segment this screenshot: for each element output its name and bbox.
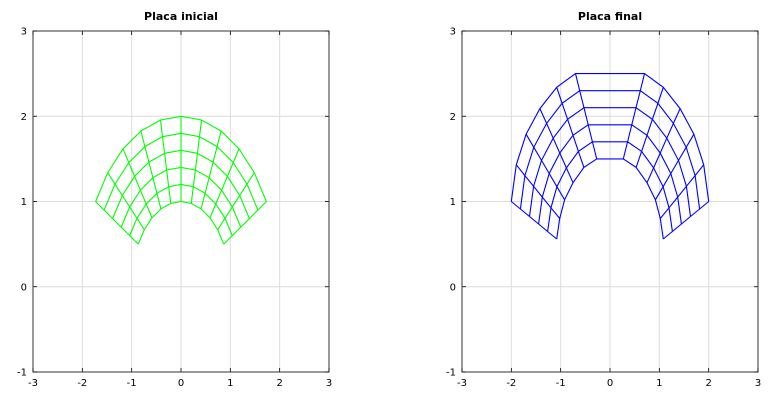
subplot-placa-inicial: Placa inicial -3 -2 -1 0 1 2 3 -1 0 1 2 3 [17, 10, 332, 389]
x-tick-label: -1 [127, 378, 137, 389]
y-tick-label: 1 [21, 197, 27, 208]
x-tick-label: 2 [705, 378, 711, 389]
mesh-radial-line [646, 108, 681, 183]
chart-title: Placa final [578, 10, 642, 23]
mesh-radial-line [662, 201, 710, 240]
mesh-plot [95, 115, 267, 245]
x-tick-label: 0 [178, 378, 184, 389]
mesh-radial-line [515, 164, 561, 219]
mesh-radial-line [223, 201, 267, 245]
x-tick-label: -2 [77, 378, 87, 389]
mesh-radial-line [510, 201, 558, 240]
chart-title: Placa inicial [144, 10, 218, 23]
grid [462, 31, 758, 372]
y-tick-label: -1 [446, 368, 456, 379]
mesh-arc-line [547, 141, 673, 232]
mesh-arc-line [528, 107, 692, 217]
mesh-radial-line [525, 133, 566, 201]
mesh-arc-line [538, 124, 682, 225]
mesh-radial-line [95, 201, 139, 245]
x-tick-label: 1 [227, 378, 233, 389]
mesh-radial-line [107, 172, 145, 230]
x-tick-label: -3 [28, 378, 38, 389]
mesh-radial-line [539, 108, 574, 183]
mesh-radial-line [159, 119, 172, 204]
mesh-radial-line [556, 87, 585, 168]
mesh-arc-line [556, 158, 664, 240]
x-tick-label: -2 [506, 378, 516, 389]
y-tick-label: 0 [450, 282, 456, 293]
x-tick-label: -1 [556, 378, 566, 389]
mesh-radial-line [209, 148, 240, 219]
x-tick-label: 3 [326, 378, 332, 389]
mesh-plot [510, 73, 710, 240]
y-tick-label: 0 [21, 282, 27, 293]
y-tick-label: 2 [450, 112, 456, 123]
mesh-arc-line [510, 73, 710, 202]
mesh-radial-line [654, 133, 695, 201]
y-tick-label: 1 [450, 197, 456, 208]
mesh-arc-line [519, 90, 701, 210]
mesh-radial-line [622, 73, 646, 160]
x-tick-label: 3 [755, 378, 761, 389]
x-tick-label: -3 [457, 378, 467, 389]
mesh-radial-line [217, 172, 255, 230]
x-tick-label: 2 [276, 378, 282, 389]
grid [33, 31, 329, 372]
x-tick-label: 1 [656, 378, 662, 389]
tick-labels: -3 -2 -1 0 1 2 3 -1 0 1 2 3 [446, 27, 761, 390]
mesh-radial-line [200, 130, 222, 210]
y-tick-label: -1 [17, 368, 27, 379]
mesh-radial-line [122, 148, 153, 219]
y-tick-label: 3 [21, 27, 27, 38]
mesh-radial-line [574, 73, 598, 160]
mesh-radial-line [140, 130, 162, 210]
y-tick-label: 3 [450, 27, 456, 38]
x-tick-label: 0 [607, 378, 613, 389]
mesh-radial-line [659, 164, 705, 219]
y-tick-label: 2 [21, 112, 27, 123]
mesh-radial-line [190, 119, 203, 204]
tick-labels: -3 -2 -1 0 1 2 3 -1 0 1 2 3 [17, 27, 332, 390]
subplot-placa-final: Placa final -3 -2 -1 0 1 2 3 -1 0 1 2 3 [446, 10, 761, 389]
mesh-radial-line [635, 87, 664, 168]
